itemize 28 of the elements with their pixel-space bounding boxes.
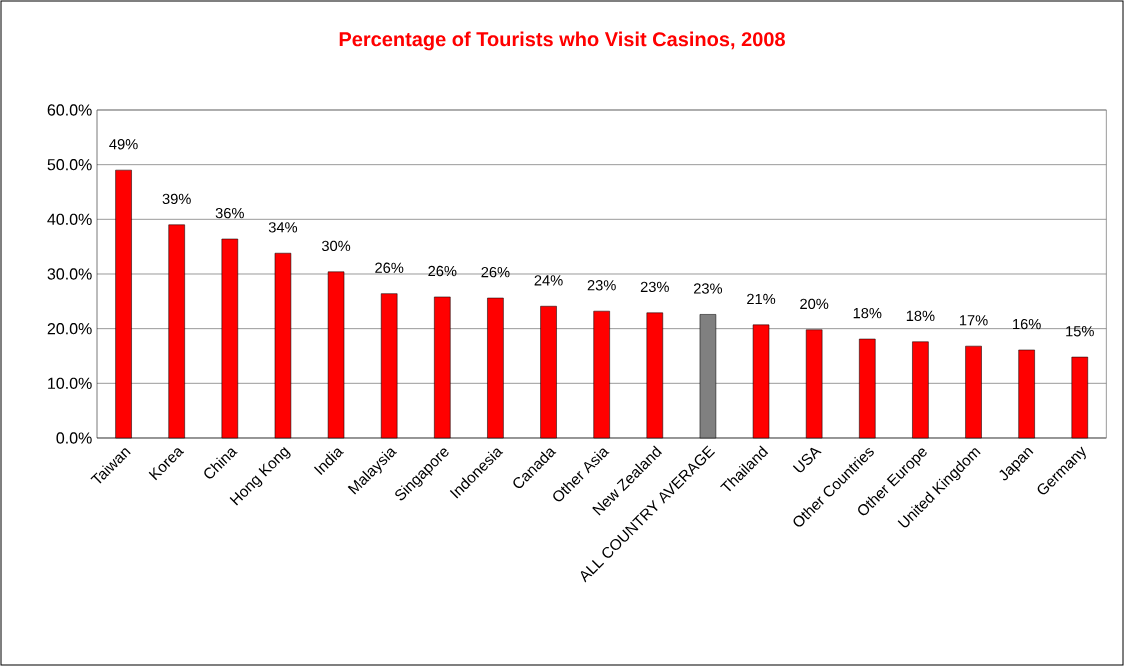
data-label: 36% xyxy=(215,207,244,219)
data-label: 16% xyxy=(1013,318,1041,330)
data-label: 26% xyxy=(428,265,457,277)
chart-title: Percentage of Tourists who Visit Casinos, 2008 xyxy=(339,31,785,51)
data-label: 24% xyxy=(534,275,563,286)
data-label: 23% xyxy=(693,283,723,294)
data-label: 26% xyxy=(481,266,510,278)
y-tick-label: 20.0% xyxy=(47,323,92,335)
data-label: 18% xyxy=(853,307,882,319)
data-label: 20% xyxy=(800,298,829,310)
y-tick-label: 60.0% xyxy=(47,104,92,116)
y-tick-label: 30.0% xyxy=(47,268,92,280)
x-tick-label: USA xyxy=(792,447,822,473)
data-label: 34% xyxy=(268,222,298,233)
data-label: 23% xyxy=(587,280,616,291)
y-tick-label: 0.0% xyxy=(56,432,92,444)
data-label: 39% xyxy=(162,193,191,205)
data-label: 49% xyxy=(109,139,138,150)
y-tick-label: 50.0% xyxy=(47,159,92,171)
data-label: 21% xyxy=(747,293,776,305)
data-label: 26% xyxy=(375,262,404,273)
data-label: 23% xyxy=(640,281,669,293)
data-label: 17% xyxy=(959,315,988,326)
y-tick-label: 40.0% xyxy=(47,213,92,225)
data-label: 18% xyxy=(906,310,935,322)
data-label: 15% xyxy=(1066,326,1094,337)
y-tick-label: 10.0% xyxy=(48,377,92,389)
data-label: 30% xyxy=(321,240,351,252)
